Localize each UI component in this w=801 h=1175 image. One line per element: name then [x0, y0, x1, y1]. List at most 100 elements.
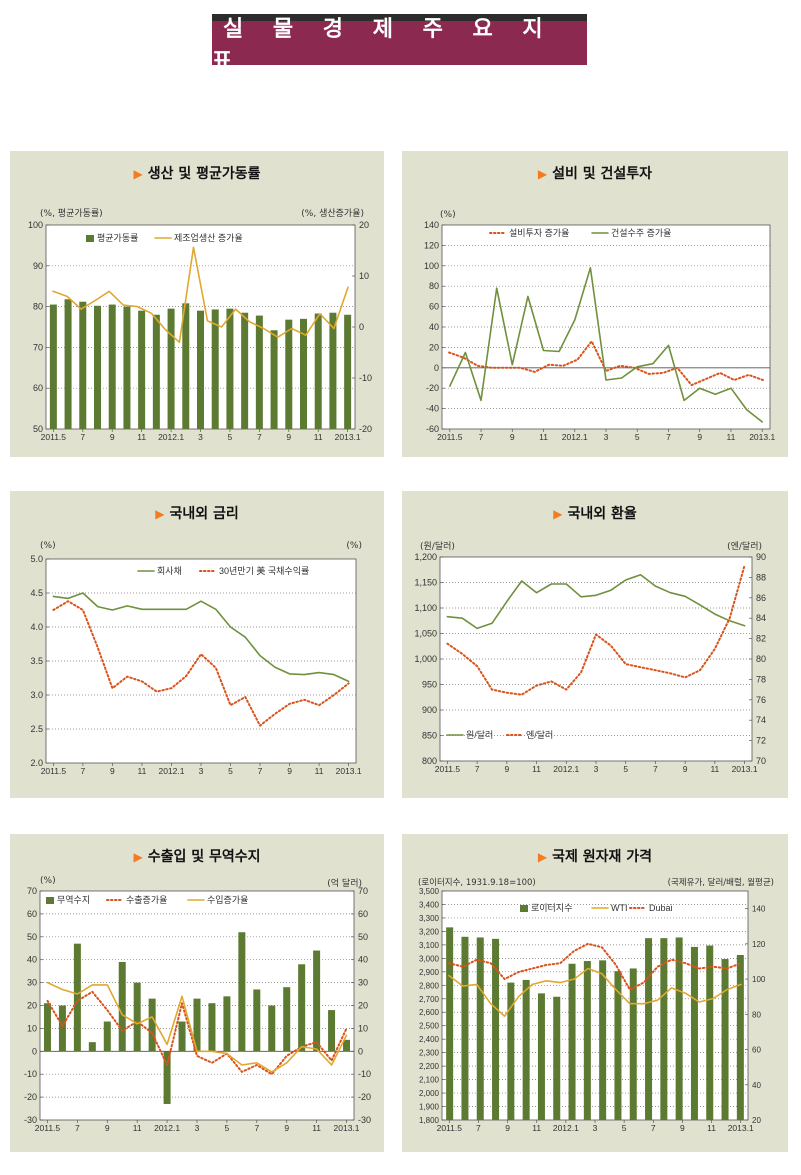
- trade-left-tick-label: 70: [27, 886, 37, 896]
- commodity-left-tick-label: 3,300: [419, 914, 440, 923]
- commodity-left-tick-label: 2,500: [419, 1022, 440, 1031]
- production-bar: [94, 305, 101, 429]
- commodity-bar: [660, 938, 668, 1120]
- exchange-x-tick-label: 3: [594, 764, 599, 774]
- production-bar: [79, 301, 87, 429]
- interest-left-tick-label: 3.5: [30, 656, 43, 666]
- interest-x-tick-label: 9: [287, 766, 292, 776]
- trade-left-tick-label: -20: [24, 1092, 37, 1102]
- interest-legend-label: 30년만기 美 국채수익률: [219, 565, 309, 576]
- trade-right-tick-label: 50: [358, 932, 368, 942]
- production-left-tick-label: 50: [33, 424, 43, 434]
- trade-bar: [253, 989, 261, 1052]
- commodity-left-tick-label: 2,000: [419, 1089, 440, 1098]
- exchange-left-tick-label: 950: [422, 680, 437, 690]
- interest-right-unit: (%): [346, 541, 362, 551]
- commodity-series-line: [448, 967, 742, 1017]
- trade-right-tick-label: 30: [358, 978, 368, 988]
- exchange-right-tick-label: 82: [756, 634, 766, 644]
- investment-x-tick-label: 2012.1: [562, 432, 588, 442]
- production-bar: [226, 308, 234, 429]
- production-left-tick-label: 80: [33, 302, 43, 312]
- trade-bar: [178, 1021, 186, 1052]
- production-bar: [49, 304, 57, 429]
- exchange-right-tick-label: 90: [756, 552, 766, 562]
- trade-x-tick-label: 7: [254, 1123, 259, 1133]
- commodity-right-tick-label: 20: [752, 1116, 761, 1125]
- interest-left-tick-label: 4.0: [30, 622, 43, 632]
- trade-series-line: [46, 981, 348, 1073]
- commodity-left-tick-label: 3,100: [419, 941, 440, 950]
- investment-x-tick-label: 2011.5: [437, 432, 463, 442]
- trade-x-tick-label: 2011.5: [35, 1123, 61, 1133]
- investment-left-tick-label: 140: [424, 220, 439, 230]
- exchange-chart-title: ▶ 국내외 환율: [402, 503, 788, 523]
- exchange-left-tick-label: 1,050: [414, 629, 437, 639]
- investment-title-text: 설비 및 건설투자: [552, 166, 653, 182]
- commodity-left-tick-label: 2,400: [419, 1035, 440, 1044]
- production-chart-title: ▶ 생산 및 평균가동률: [10, 163, 384, 183]
- interest-x-tick-label: 3: [199, 766, 204, 776]
- triangle-right-icon: ▶: [537, 850, 548, 864]
- commodity-left-tick-label: 3,400: [419, 900, 440, 909]
- investment-chart-panel: -60 -40 -20 0 20 40 60 80 100 120 140 2011.5 7 9 11 201…: [402, 151, 788, 457]
- banner-top-stripe: [212, 14, 587, 21]
- commodity-left-tick-label: 2,700: [419, 995, 440, 1004]
- investment-x-tick-label: 11: [727, 432, 736, 442]
- commodity-right-tick-label: 80: [752, 1010, 761, 1019]
- exchange-series-line: [446, 574, 746, 630]
- production-left-tick-label: 90: [33, 261, 43, 271]
- exchange-x-tick-label: 2012.1: [553, 764, 579, 774]
- commodity-bar: [583, 961, 591, 1120]
- exchange-series-line: [446, 564, 746, 696]
- commodity-right-tick-label: 60: [752, 1046, 761, 1055]
- commodity-x-tick-label: 9: [505, 1123, 510, 1133]
- exchange-x-tick-label: 11: [710, 764, 719, 774]
- production-x-tick-label: 7: [257, 432, 262, 442]
- production-bar: [64, 299, 72, 429]
- trade-bar: [88, 1042, 96, 1052]
- production-bar: [285, 319, 293, 429]
- commodity-left-tick-label: 2,300: [419, 1049, 440, 1058]
- commodity-plot-area: [441, 890, 749, 1121]
- commodity-x-tick-label: 3: [593, 1123, 598, 1133]
- interest-x-tick-label: 7: [258, 766, 263, 776]
- commodity-bar: [675, 937, 683, 1120]
- commodity-title-text: 국제 원자재 가격: [552, 849, 653, 865]
- commodity-chart-title: ▶ 국제 원자재 가격: [402, 846, 788, 866]
- production-x-tick-label: 11: [137, 432, 146, 442]
- exchange-x-tick-label: 7: [475, 764, 480, 774]
- commodity-bar: [461, 936, 469, 1120]
- investment-left-tick-label: 60: [429, 302, 439, 312]
- trade-right-tick-label: 40: [358, 955, 368, 965]
- page-banner: 실 물 경 제 주 요 지 표: [212, 14, 587, 74]
- trade-x-tick-label: 2012.1: [154, 1123, 180, 1133]
- trade-right-tick-label: -30: [358, 1115, 371, 1125]
- production-left-unit: (%, 평균가동률): [40, 209, 103, 219]
- production-bar: [329, 312, 337, 429]
- triangle-right-icon: ▶: [155, 507, 165, 521]
- production-x-tick-label: 3: [198, 432, 203, 442]
- commodity-left-tick-label: 2,100: [419, 1076, 440, 1085]
- trade-bar: [223, 996, 231, 1052]
- exchange-right-tick-label: 74: [756, 715, 766, 725]
- commodity-right-tick-label: 100: [752, 975, 766, 984]
- commodity-left-tick-label: 1,800: [419, 1116, 440, 1125]
- trade-left-unit: (%): [40, 876, 56, 886]
- investment-left-tick-label: 0: [434, 363, 439, 373]
- trade-bar: [313, 950, 321, 1052]
- trade-chart: -30 -20 -10 0 10 20 30 40 50 60 70 -30 -20 -10 0 10 20 30…: [24, 886, 371, 1133]
- investment-x-tick-label: 3: [604, 432, 609, 442]
- commodity-x-tick-label: 7: [651, 1123, 656, 1133]
- investment-left-tick-label: 80: [429, 281, 439, 291]
- trade-bar: [163, 1051, 171, 1104]
- trade-right-tick-label: 20: [358, 1001, 368, 1011]
- triangle-right-icon: ▶: [133, 167, 143, 181]
- exchange-left-unit: (원/달러): [420, 542, 455, 552]
- investment-left-unit: (%): [440, 210, 456, 220]
- commodity-right-unit: (국제유가, 달러/배럴, 월평균): [667, 878, 774, 888]
- investment-left-tick-label: 120: [424, 240, 439, 250]
- interest-chart: 2.0 2.5 3.0 3.5 4.0 4.5 5.0 2011.5 7 9 11 2012.1 3 5 7…: [30, 554, 361, 776]
- trade-bar: [328, 1010, 336, 1052]
- trade-x-tick-label: 5: [225, 1123, 230, 1133]
